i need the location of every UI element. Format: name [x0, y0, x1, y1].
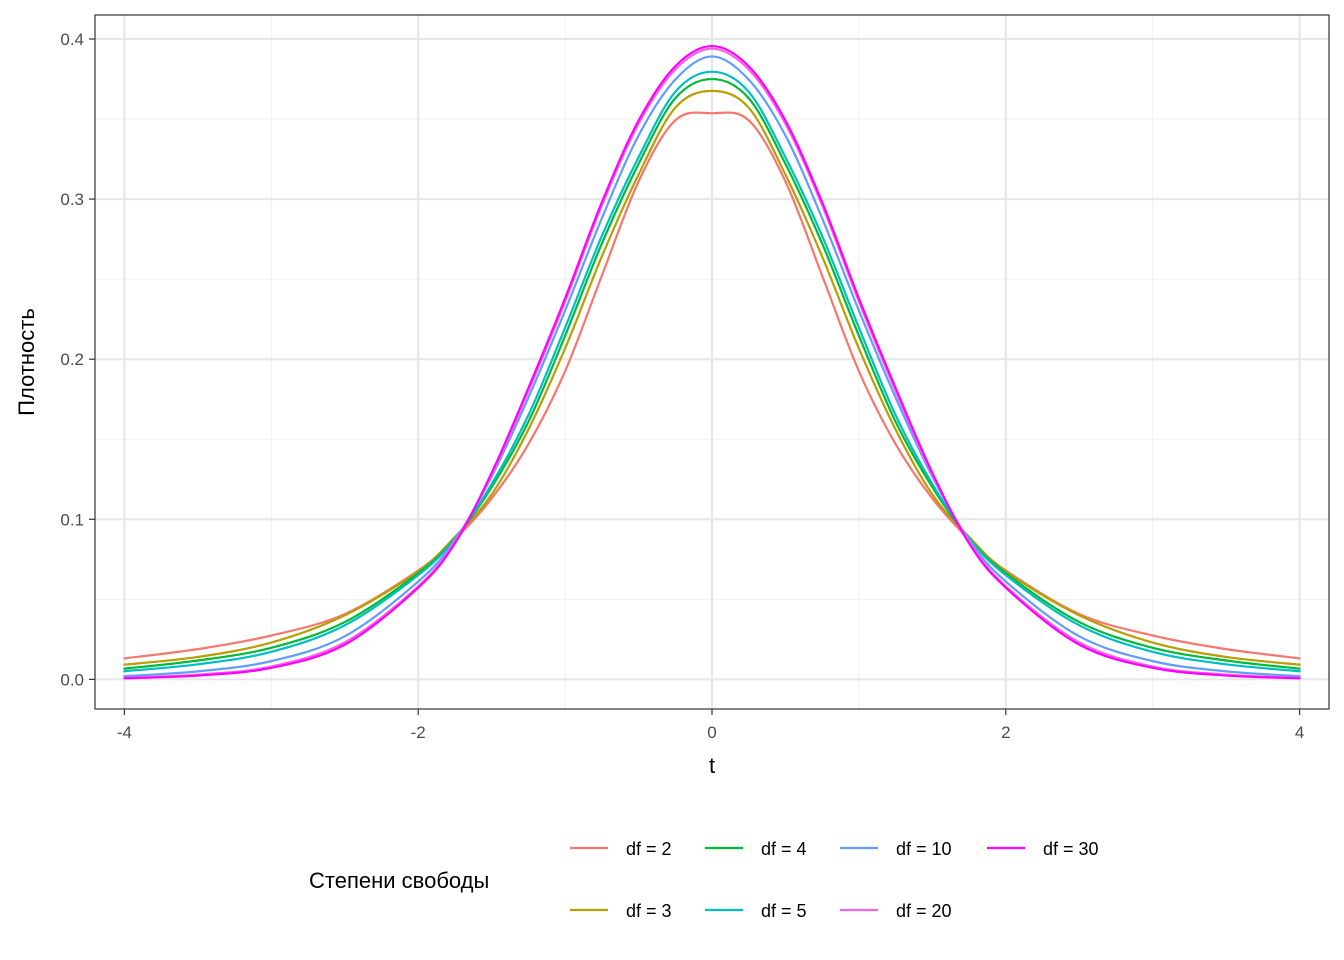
series-lines: [123, 44, 1301, 680]
x-tick-label-2: 0: [707, 723, 716, 742]
y-axis-ticks: 0.0 0.1 0.2 0.3 0.4: [60, 30, 95, 689]
y-tick-label-0: 0.0: [60, 670, 84, 689]
series-line-4: [123, 55, 1301, 678]
series-line-1: [123, 89, 1301, 666]
legend-label-1: df = 3: [626, 901, 672, 921]
legend-label-5: df = 20: [896, 901, 952, 921]
legend-label-0: df = 2: [626, 839, 672, 859]
x-tick-label-0: -4: [117, 723, 132, 742]
legend-title: Степени свободы: [309, 868, 489, 893]
x-tick-label-3: 2: [1001, 723, 1010, 742]
x-tick-label-1: -2: [411, 723, 426, 742]
y-tick-label-2: 0.2: [60, 350, 84, 369]
major-gridlines: [95, 15, 1329, 709]
series-line-6: [123, 44, 1301, 680]
legend-label-2: df = 4: [761, 839, 807, 859]
legend-label-6: df = 30: [1043, 839, 1099, 859]
series-line-2: [123, 77, 1301, 670]
x-axis-title: t: [709, 753, 715, 778]
y-tick-label-1: 0.1: [60, 510, 84, 529]
y-axis-title: Плотность: [14, 308, 39, 416]
legend: Степени свободы df = 2 df = 3 df = 4 df = 5…: [309, 839, 1099, 921]
x-axis-ticks: -4 -2 0 2 4: [117, 709, 1304, 742]
legend-label-3: df = 5: [761, 901, 807, 921]
x-tick-label-4: 4: [1295, 723, 1304, 742]
y-tick-label-3: 0.3: [60, 190, 84, 209]
legend-label-4: df = 10: [896, 839, 952, 859]
y-tick-label-4: 0.4: [60, 30, 84, 49]
series-line-3: [123, 70, 1301, 673]
